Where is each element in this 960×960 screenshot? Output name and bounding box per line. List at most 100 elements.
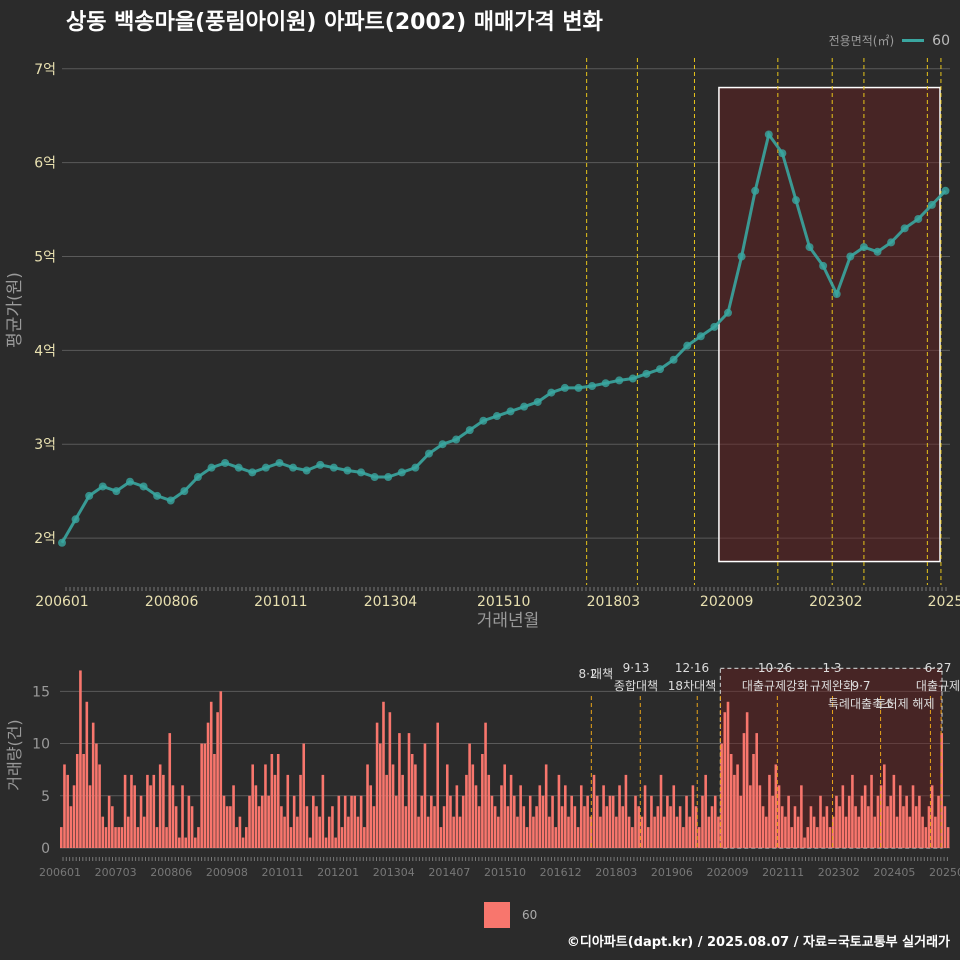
price-point [193, 473, 202, 482]
volume-bar [857, 816, 861, 848]
volume-bar [879, 785, 883, 848]
volume-bar [241, 837, 245, 848]
volume-bar [557, 774, 561, 848]
volume-bar [599, 816, 602, 848]
price-y-tick-label: 7억 [34, 62, 56, 78]
volume-bar [525, 827, 529, 848]
price-axes: 2억 3억 4억 5억 6억 7억 200601 200806 201011 201304 2015… [34, 62, 960, 610]
volume-bar [88, 785, 92, 848]
volume-bar [854, 806, 857, 848]
legend-series-label: 60 [932, 32, 950, 49]
volume-bar [911, 785, 915, 848]
volume-bar [506, 806, 510, 848]
volume-bar [898, 785, 902, 848]
volume-bar [860, 795, 864, 848]
volume-bar [828, 827, 832, 848]
volume-bar [516, 816, 519, 848]
volume-bar [592, 774, 596, 848]
volume-annotation-date: 9·13 [623, 661, 650, 675]
volume-bar [876, 795, 880, 848]
price-point [275, 458, 284, 467]
volume-bar [104, 827, 108, 848]
volume-bar [229, 806, 232, 848]
volume-bar [276, 754, 280, 848]
volume-bar [139, 795, 143, 848]
volume-bar [417, 816, 420, 848]
volume-bar [187, 795, 191, 848]
price-point [560, 383, 569, 392]
volume-bar [646, 827, 650, 848]
volume-bar [666, 795, 669, 848]
legend-title: 전용면적(㎡) [828, 34, 895, 48]
legend-bar-label: 60 [522, 908, 538, 922]
volume-bar [318, 816, 321, 848]
volume-bar [535, 806, 538, 848]
volume-bar [111, 806, 114, 848]
price-point [588, 382, 597, 391]
volume-bar [270, 754, 274, 848]
volume-bar [634, 795, 637, 848]
volume-bar [918, 795, 921, 848]
price-point [85, 491, 94, 500]
volume-bar [394, 795, 398, 848]
volume-bar [503, 764, 506, 848]
volume-bar [283, 816, 286, 848]
volume-annotation-date: 6·27 [925, 661, 952, 675]
volume-bar [809, 806, 813, 848]
price-point [642, 369, 651, 378]
volume-bar [733, 774, 736, 848]
volume-bar [800, 785, 803, 848]
volume-bar [678, 806, 682, 848]
volume-bar [930, 785, 934, 848]
price-point [316, 460, 325, 469]
volume-bar [627, 816, 631, 848]
volume-bar [838, 806, 841, 848]
price-x-tick-label: 201510 [477, 594, 530, 610]
volume-bar [723, 712, 727, 848]
volume-bar [79, 670, 82, 848]
volume-bar [91, 722, 95, 848]
volume-x-tick-label: 202302 [818, 866, 860, 879]
volume-bar [471, 764, 475, 848]
volume-annotations: 8·2대책 9·13 종합대책 12·16 18차대책 10·26 대출규제강화 1·3 규제완… [578, 661, 960, 711]
volume-bar [720, 743, 723, 848]
volume-bar [624, 774, 628, 848]
volume-bar [841, 785, 845, 848]
volume-bar [742, 733, 746, 848]
price-point [384, 473, 393, 482]
volume-bar [350, 795, 353, 848]
price-point [846, 252, 855, 261]
volume-bar [589, 816, 593, 848]
volume-bar [292, 795, 296, 848]
price-x-tick-label: 2025 [928, 594, 960, 610]
price-point [71, 515, 80, 524]
volume-bar [538, 785, 542, 848]
volume-bar [238, 816, 242, 848]
price-point [302, 466, 311, 475]
price-point [112, 487, 121, 496]
volume-bar [790, 827, 794, 848]
volume-bar [713, 795, 717, 848]
price-series [58, 130, 950, 547]
price-point [873, 247, 882, 256]
volume-bar [436, 722, 440, 848]
volume-y-axis-label: 거래량(건) [5, 719, 24, 790]
volume-bar [490, 795, 494, 848]
volume-annotation-label: 대책 [591, 666, 613, 681]
volume-bar [739, 795, 743, 848]
volume-bar [522, 806, 526, 848]
volume-bar [914, 806, 918, 848]
volume-y-tick-label: 10 [32, 737, 50, 753]
price-point [329, 463, 338, 472]
price-point [696, 332, 705, 341]
volume-bar [659, 774, 663, 848]
volume-bar [637, 806, 640, 848]
volume-x-tick-label: 202405 [873, 866, 915, 879]
price-point [207, 463, 216, 472]
volume-bar [752, 754, 755, 848]
volume-y-tick-label: 15 [32, 684, 50, 700]
volume-x-tick-label: 202009 [707, 866, 749, 879]
volume-bar [825, 806, 829, 848]
volume-bar [771, 795, 774, 848]
volume-bar [171, 785, 175, 848]
